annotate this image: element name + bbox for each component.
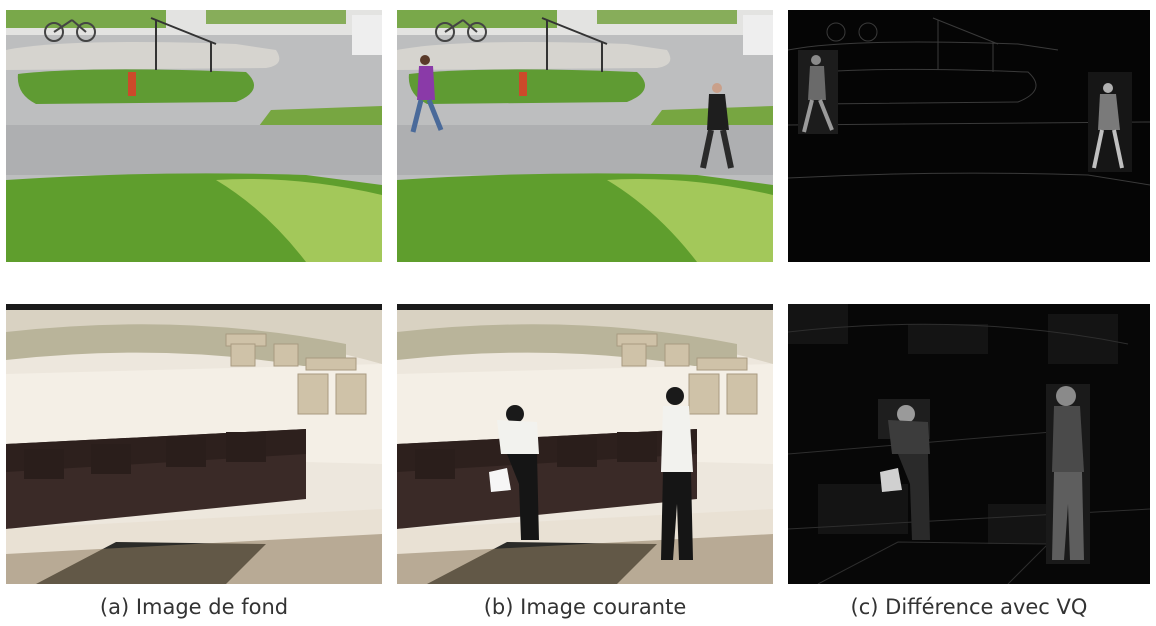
indoor-current-image: [397, 304, 773, 584]
caption-current-image: (b) Image courante: [483, 595, 687, 619]
indoor-difference-image: [788, 304, 1150, 584]
outdoor-background-image: [6, 10, 382, 262]
caption-background-image: (a) Image de fond: [99, 595, 289, 619]
outdoor-current-image: [397, 10, 773, 262]
outdoor-difference-image: [788, 10, 1150, 262]
indoor-background-image: [6, 304, 382, 584]
caption-vq-difference: (c) Différence avec VQ: [850, 595, 1088, 619]
